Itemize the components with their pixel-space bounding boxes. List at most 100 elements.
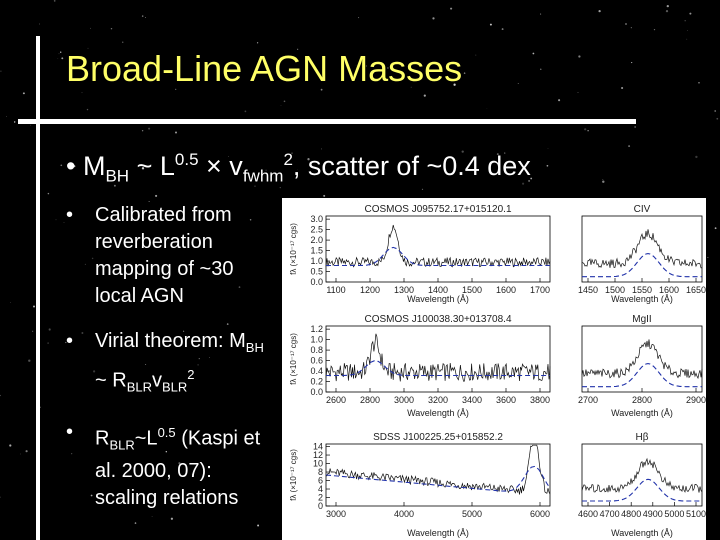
star bbox=[365, 65, 367, 67]
spectrum-zoom-trace bbox=[581, 457, 703, 494]
x-tick-label: 6000 bbox=[530, 509, 550, 519]
star bbox=[330, 160, 332, 162]
star bbox=[148, 127, 151, 130]
star bbox=[48, 328, 51, 331]
y-tick-label: 0.6 bbox=[310, 356, 323, 366]
star bbox=[686, 38, 688, 40]
y-tick-label: 2.5 bbox=[310, 225, 323, 235]
star bbox=[209, 357, 210, 358]
star bbox=[91, 257, 94, 260]
star bbox=[307, 158, 310, 161]
star bbox=[20, 453, 21, 455]
star bbox=[297, 169, 299, 171]
y-tick-label: 0 bbox=[318, 501, 323, 511]
star bbox=[47, 342, 49, 344]
panel-title: COSMOS J100038.30+013708.4 bbox=[364, 314, 511, 325]
y-tick-label: 0.8 bbox=[310, 345, 323, 355]
star bbox=[110, 27, 113, 30]
y-tick-label: 0.4 bbox=[310, 366, 323, 376]
star bbox=[504, 152, 506, 154]
panel-title: SDSS J100225.25+015852.2 bbox=[373, 432, 503, 443]
star bbox=[698, 82, 700, 84]
zoom-model-fit bbox=[582, 253, 702, 278]
star bbox=[684, 20, 686, 22]
star bbox=[547, 148, 549, 150]
star bbox=[577, 92, 579, 93]
star bbox=[283, 100, 286, 103]
x-tick-label: 1650 bbox=[686, 285, 706, 295]
panel-frame-left bbox=[325, 325, 551, 393]
star bbox=[578, 55, 581, 58]
y-axis-label: fλ (×10⁻¹⁷ cgs) bbox=[289, 333, 298, 385]
x-axis-label: Wavelength (Å) bbox=[407, 408, 469, 418]
star bbox=[90, 27, 91, 29]
star bbox=[489, 23, 492, 26]
star bbox=[141, 15, 144, 17]
x-tick-label: 3000 bbox=[394, 395, 414, 405]
spectrum-zoom-trace bbox=[581, 229, 703, 269]
panel-frame-right bbox=[581, 443, 703, 507]
x-tick-label: 5000 bbox=[462, 509, 482, 519]
star bbox=[249, 219, 252, 221]
star bbox=[58, 53, 60, 55]
x-tick-label: 1300 bbox=[394, 285, 414, 295]
star bbox=[695, 155, 698, 159]
star bbox=[501, 28, 504, 31]
star bbox=[206, 217, 208, 220]
star bbox=[463, 72, 466, 74]
x-tick-label: 3200 bbox=[428, 395, 448, 405]
x-tick-label: 2800 bbox=[632, 395, 652, 405]
star bbox=[265, 169, 267, 171]
panel-line-label: MgII bbox=[632, 314, 651, 325]
star bbox=[496, 153, 499, 156]
star bbox=[450, 7, 453, 10]
star bbox=[87, 47, 89, 49]
x-tick-label: 1400 bbox=[428, 285, 448, 295]
star bbox=[320, 88, 323, 91]
star bbox=[148, 201, 150, 203]
star bbox=[410, 86, 412, 88]
star bbox=[546, 164, 549, 167]
star bbox=[25, 450, 28, 453]
x-tick-label: 2900 bbox=[686, 395, 706, 405]
star bbox=[358, 17, 360, 19]
bullet-list: • Calibrated from reverberation mapping … bbox=[66, 202, 276, 530]
star bbox=[53, 0, 56, 2]
star bbox=[666, 4, 669, 8]
star bbox=[714, 110, 717, 112]
x-axis-label: Wavelength (Å) bbox=[611, 294, 673, 304]
star bbox=[133, 285, 134, 287]
star bbox=[257, 524, 260, 527]
x-tick-label: 1500 bbox=[462, 285, 482, 295]
x-tick-label: 2800 bbox=[360, 395, 380, 405]
y-tick-label: 1.0 bbox=[310, 335, 323, 345]
x-axis-label: Wavelength (Å) bbox=[611, 528, 673, 538]
star bbox=[239, 341, 242, 344]
star bbox=[517, 83, 519, 84]
star bbox=[145, 389, 147, 391]
star bbox=[244, 110, 247, 113]
panel-line-label: CIV bbox=[634, 204, 651, 215]
star bbox=[9, 444, 12, 447]
star bbox=[155, 194, 158, 197]
star bbox=[30, 124, 32, 126]
star bbox=[81, 332, 84, 334]
star bbox=[320, 148, 322, 150]
y-tick-label: 2 bbox=[318, 493, 323, 503]
bullet-dot: • bbox=[66, 330, 74, 352]
star bbox=[634, 126, 636, 128]
y-tick-label: 0.2 bbox=[310, 377, 323, 387]
bullet-dot: • bbox=[66, 151, 83, 181]
star bbox=[323, 194, 326, 197]
star bbox=[630, 27, 632, 29]
star bbox=[291, 152, 293, 154]
x-tick-label: 2700 bbox=[578, 395, 598, 405]
x-tick-label: 4000 bbox=[394, 509, 414, 519]
panel-frame-right bbox=[581, 215, 703, 283]
star bbox=[10, 302, 11, 303]
x-tick-label: 3400 bbox=[462, 395, 482, 405]
panel-line-label: Hβ bbox=[636, 432, 649, 443]
star bbox=[423, 94, 426, 97]
star bbox=[653, 28, 656, 31]
star bbox=[81, 92, 83, 94]
